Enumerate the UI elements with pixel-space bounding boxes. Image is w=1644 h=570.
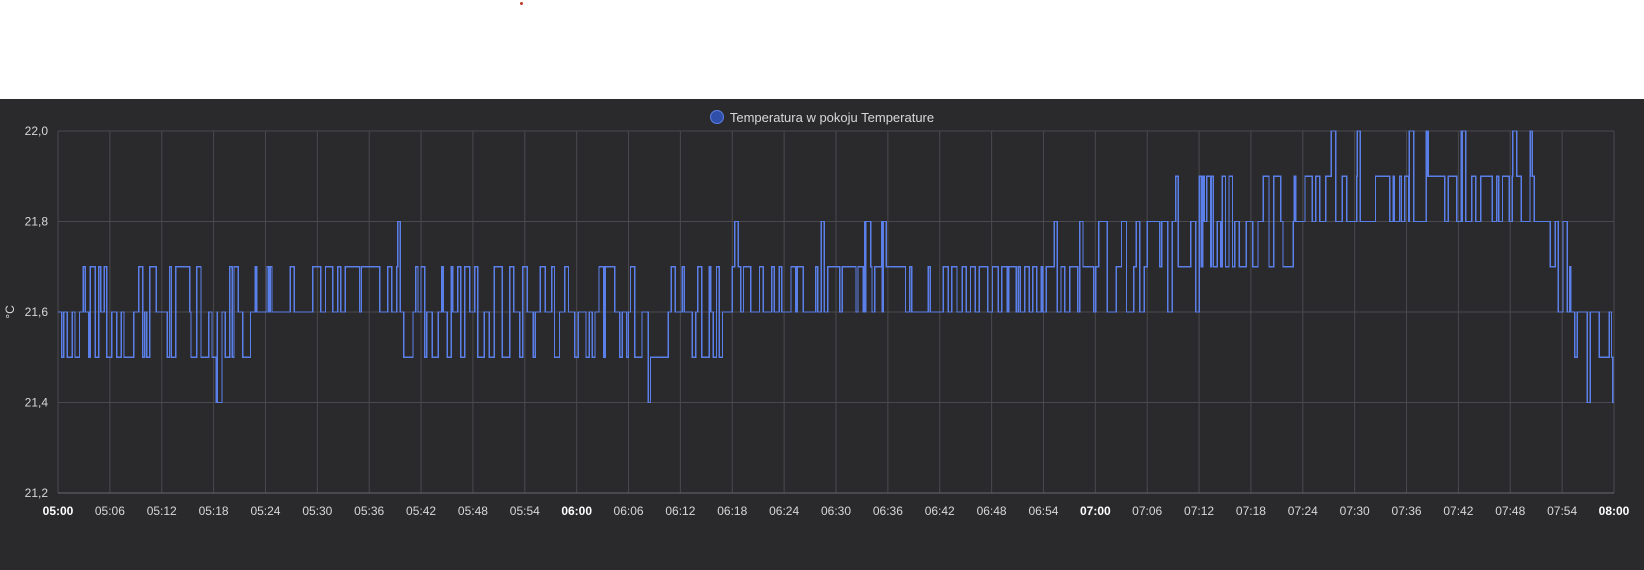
series-line [58,130,1614,404]
x-tick-label: 08:00 [1599,504,1630,518]
x-tick-label: 07:30 [1340,504,1370,518]
x-tick-label: 05:54 [510,504,540,518]
x-tick-label: 07:42 [1443,504,1473,518]
x-tick-label: 06:06 [614,504,644,518]
x-tick-label: 05:12 [147,504,177,518]
x-tick-label: 07:48 [1495,504,1525,518]
y-tick-label: 22,0 [25,124,49,138]
chart-legend: Temperatura w pokoju Temperature [0,99,1644,125]
grid [57,130,1615,494]
x-tick-label: 05:30 [302,504,332,518]
x-tick-label: 05:48 [458,504,488,518]
x-tick-label: 07:54 [1547,504,1577,518]
x-tick-label: 07:12 [1184,504,1214,518]
legend-label: Temperatura w pokoju Temperature [729,109,935,125]
y-tick-label: 21,2 [25,486,49,500]
y-axis-label: °C [3,305,17,319]
x-tick-label: 06:48 [977,504,1007,518]
x-tick-label: 07:18 [1236,504,1266,518]
x-tick-label: 06:54 [1028,504,1058,518]
x-tick-label: 07:24 [1288,504,1318,518]
series-trace [58,130,1614,404]
y-tick-label: 21,8 [25,215,49,229]
x-tick-label: 06:36 [873,504,903,518]
x-tick-label: 05:36 [354,504,384,518]
x-tick-label: 06:12 [665,504,695,518]
x-tick-label: 05:00 [43,504,74,518]
history-chart[interactable]: 21,2 21,4 21,6 21,8 22,0 05:00 05:06 05:12 05:1… [0,99,1644,570]
chart-panel: Temperatura w pokoju Temperature 21,2 21,… [0,99,1644,570]
indicator-dot [520,2,523,5]
x-tick-label: 05:42 [406,504,436,518]
x-tick-label: 06:00 [561,504,592,518]
x-tick-label: 07:06 [1132,504,1162,518]
y-tick-label: 21,4 [25,396,49,410]
x-tick-label: 07:36 [1392,504,1422,518]
y-tick-label: 21,6 [25,305,49,319]
x-tick-label: 06:30 [821,504,851,518]
x-tick-label: 05:06 [95,504,125,518]
x-tick-label: 06:42 [925,504,955,518]
legend-item[interactable]: Temperatura w pokoju Temperature [709,109,935,125]
x-axis: 05:00 05:06 05:12 05:18 05:24 05:30 05:36 05:42… [43,504,1630,518]
legend-swatch-icon [709,110,724,124]
top-blank-area [0,0,1644,99]
x-tick-label: 05:24 [250,504,280,518]
x-tick-label: 06:24 [769,504,799,518]
x-tick-label: 05:18 [199,504,229,518]
y-axis: 21,2 21,4 21,6 21,8 22,0 [25,124,49,500]
x-tick-label: 07:00 [1080,504,1111,518]
x-tick-label: 06:18 [717,504,747,518]
